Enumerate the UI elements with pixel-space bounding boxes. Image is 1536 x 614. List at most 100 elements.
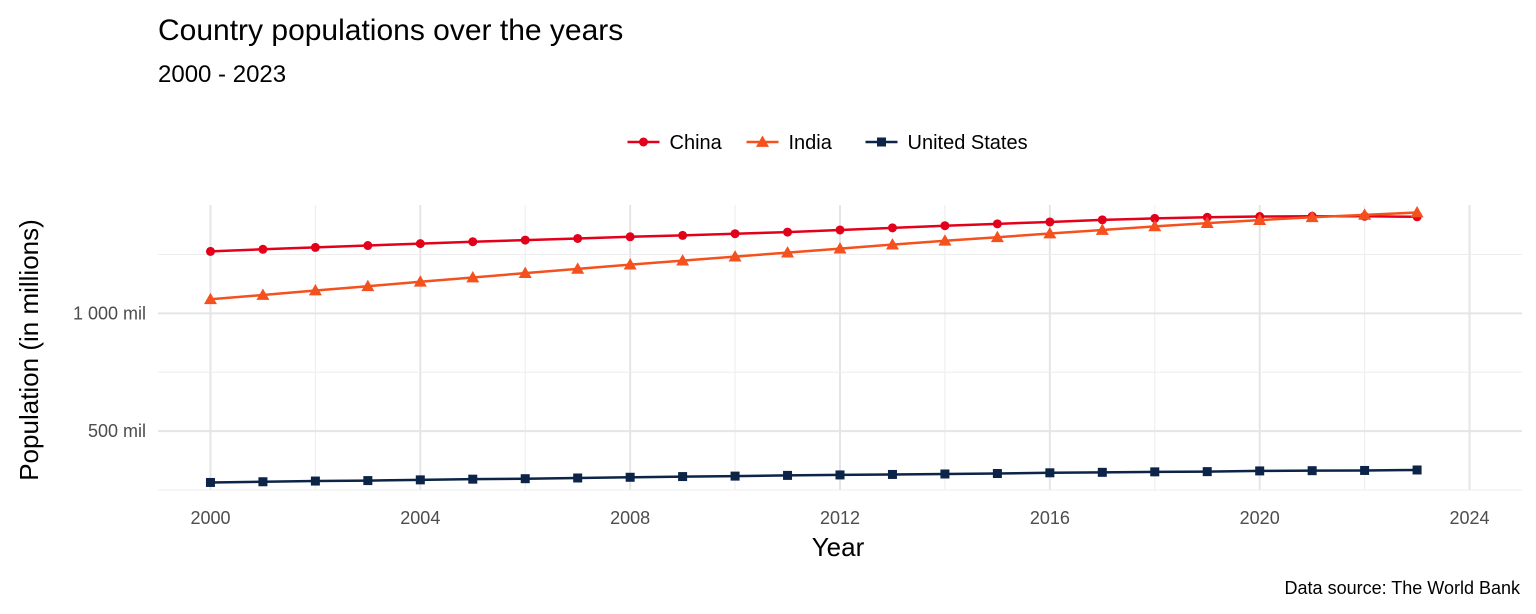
- data-point-china: [415, 239, 425, 249]
- data-point-china: [730, 229, 740, 239]
- data-point-china: [1150, 213, 1160, 223]
- x-tick-label: 2000: [190, 508, 230, 528]
- x-tick-label: 2004: [400, 508, 440, 528]
- legend-label: China: [670, 132, 723, 154]
- legend-key-marker: [877, 137, 886, 147]
- data-point-china: [678, 230, 688, 240]
- y-tick-label: 1 000 mil: [73, 303, 146, 323]
- series-line-united-states: [210, 468, 1418, 484]
- legend-key-marker: [639, 137, 648, 147]
- x-tick-label: 2008: [610, 508, 650, 528]
- data-point-china: [887, 223, 897, 233]
- legend-label: United States: [908, 132, 1028, 154]
- data-point-united-states: [573, 473, 583, 483]
- caption: Data source: The World Bank: [1285, 578, 1521, 598]
- data-point-india: [623, 258, 637, 270]
- data-point-united-states: [205, 477, 215, 487]
- series-united-states: [205, 465, 1422, 487]
- data-point-united-states: [1307, 466, 1317, 476]
- data-point-india: [990, 230, 1004, 243]
- data-point-united-states: [1045, 468, 1055, 478]
- data-point-india: [308, 284, 322, 296]
- data-point-united-states: [940, 469, 950, 479]
- legend-item-india: India: [746, 132, 833, 154]
- data-point-india: [1253, 213, 1267, 225]
- data-point-united-states: [363, 476, 373, 486]
- series-group: [203, 206, 1424, 487]
- data-point-india: [203, 292, 217, 305]
- data-point-united-states: [1255, 466, 1265, 476]
- data-point-china: [363, 241, 373, 251]
- x-tick-label: 2024: [1450, 508, 1490, 528]
- data-point-china: [835, 225, 845, 235]
- data-point-india: [938, 234, 952, 246]
- data-point-china: [468, 237, 478, 247]
- legend-label: India: [789, 132, 833, 154]
- data-point-united-states: [625, 472, 635, 482]
- y-tick-label: 500 mil: [88, 421, 146, 441]
- chart-subtitle: 2000 - 2023: [158, 61, 286, 88]
- series-line-india: [210, 211, 1418, 301]
- data-point-india: [1043, 227, 1057, 239]
- data-point-india: [885, 238, 899, 250]
- data-point-china: [940, 221, 950, 231]
- legend: China India United States: [627, 132, 1028, 154]
- series-india: [203, 206, 1424, 305]
- data-point-india: [518, 266, 532, 278]
- data-point-united-states: [310, 476, 320, 486]
- data-point-united-states: [468, 474, 478, 484]
- data-point-india: [361, 279, 375, 292]
- x-tick-label: 2016: [1030, 508, 1070, 528]
- y-axis-title: Population (in millions): [14, 219, 44, 481]
- data-point-india: [1148, 219, 1162, 232]
- legend-item-china: China: [627, 132, 723, 154]
- data-point-china: [258, 244, 268, 254]
- data-point-china: [310, 242, 320, 252]
- data-point-india: [1305, 210, 1319, 223]
- data-point-united-states: [783, 470, 793, 480]
- data-point-china: [520, 235, 530, 245]
- data-point-india: [1410, 206, 1424, 218]
- data-point-india: [1095, 223, 1109, 235]
- data-point-india: [676, 254, 690, 266]
- series-line-china: [210, 215, 1418, 253]
- data-point-united-states: [1097, 467, 1107, 477]
- x-tick-label: 2020: [1240, 508, 1280, 528]
- data-point-china: [625, 232, 635, 242]
- x-axis-title: Year: [812, 532, 865, 562]
- data-point-united-states: [415, 475, 425, 485]
- data-point-united-states: [1360, 465, 1370, 475]
- data-point-china: [783, 227, 793, 237]
- data-point-india: [413, 275, 427, 287]
- legend-item-united-states: United States: [865, 132, 1028, 154]
- series-china: [205, 211, 1422, 256]
- data-point-india: [466, 271, 480, 283]
- data-point-india: [781, 246, 795, 258]
- data-point-india: [1358, 208, 1372, 220]
- data-point-india: [833, 242, 847, 254]
- data-point-india: [256, 288, 270, 300]
- data-point-india: [728, 250, 742, 262]
- data-point-united-states: [730, 471, 740, 481]
- data-point-china: [992, 219, 1002, 229]
- data-point-united-states: [678, 472, 688, 482]
- data-point-china: [205, 246, 215, 256]
- data-point-united-states: [1150, 467, 1160, 477]
- data-point-united-states: [992, 469, 1002, 479]
- data-point-india: [1200, 216, 1214, 229]
- data-point-india: [571, 262, 585, 274]
- data-point-china: [573, 233, 583, 243]
- data-point-united-states: [258, 477, 268, 487]
- data-point-united-states: [520, 474, 530, 484]
- data-point-united-states: [887, 469, 897, 479]
- y-axis-ticks: 500 mil 1 000 mil: [73, 303, 146, 441]
- x-axis-ticks: 2000 2004 2008 2012 2016 2020 2024: [190, 508, 1489, 528]
- data-point-china: [1045, 217, 1055, 227]
- legend-key-marker: [756, 135, 769, 147]
- data-point-united-states: [1412, 465, 1422, 475]
- data-point-united-states: [835, 470, 845, 480]
- x-tick-label: 2012: [820, 508, 860, 528]
- data-point-united-states: [1202, 467, 1212, 477]
- data-point-china: [1097, 215, 1107, 225]
